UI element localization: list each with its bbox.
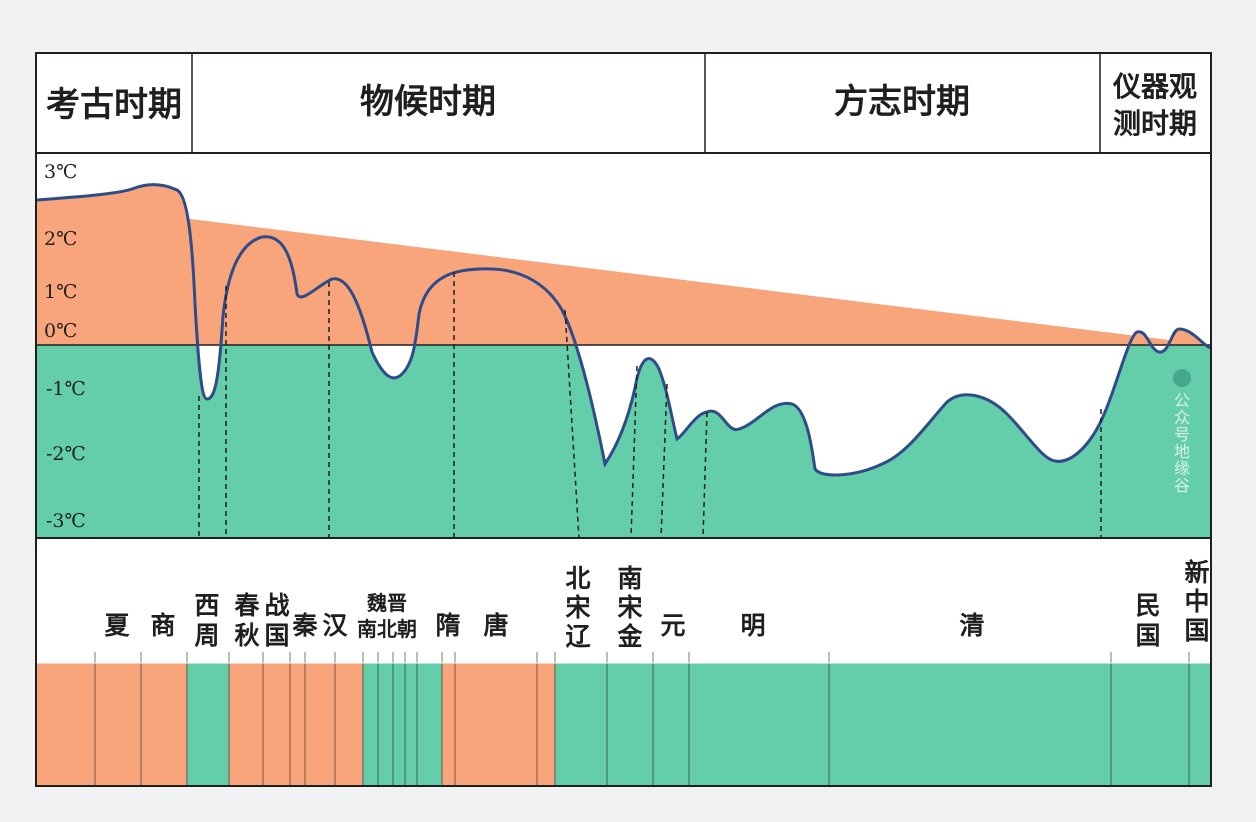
guide-line <box>564 309 580 539</box>
band-segment <box>555 663 1210 785</box>
temperature-chart: 3℃ 2℃ 1℃ 0℃ -1℃ -2℃ -3℃ 公众号地缘谷 <box>37 161 1210 539</box>
band-segment <box>229 663 363 785</box>
dynasty-label: 清 <box>959 611 984 640</box>
period-archaeological: 考古时期 <box>46 85 182 125</box>
dynasty-label: 隋 <box>435 611 460 640</box>
tick-label: -2℃ <box>46 443 86 465</box>
band-segment <box>442 663 555 785</box>
watermark-text: 公众号地缘谷 <box>1174 391 1190 495</box>
dynasty-label: 唐 <box>483 611 508 640</box>
dynasty-labels: 夏商西周春秋战国秦汉魏晋南北朝隋唐北宋辽南宋金元明清民国新中国 <box>104 558 1209 651</box>
dynasty-label: 新 <box>1184 558 1209 587</box>
tick-label: -1℃ <box>46 378 86 400</box>
dynasty-label: 辽 <box>565 622 591 651</box>
watermark: 公众号地缘谷 <box>1173 369 1191 495</box>
watermark-logo-icon <box>1173 369 1191 387</box>
period-phenological: 物候时期 <box>360 82 496 122</box>
dynasty-label: 宋 <box>617 593 642 622</box>
dynasty-label: 元 <box>660 611 685 640</box>
dynasty-label: 宋 <box>565 593 590 622</box>
dynasty-label: 战 <box>264 591 289 620</box>
dynasty-label: 汉 <box>322 611 348 640</box>
dynasty-label: 秋 <box>234 621 260 650</box>
dynasty-label: 国 <box>264 621 289 650</box>
dynasty-label: 南北朝 <box>357 617 417 641</box>
period-instrumental-line2: 测时期 <box>1113 107 1197 140</box>
dynasty-guide-lines <box>198 272 1102 539</box>
dynasty-label: 魏晋 <box>366 591 407 615</box>
dynasty-label: 秦 <box>291 611 318 640</box>
dynasty-label: 明 <box>740 611 765 640</box>
dynasty-label: 周 <box>194 621 219 650</box>
dynasty-label: 春 <box>234 591 259 620</box>
y-axis-ticks: 3℃ 2℃ 1℃ 0℃ -1℃ -2℃ -3℃ <box>44 161 86 532</box>
dynasty-color-band <box>37 652 1210 785</box>
temperature-curve <box>37 183 1210 477</box>
period-instrumental-line1: 仪器观 <box>1112 70 1197 103</box>
cold-anomaly-white <box>197 345 1210 475</box>
dynasty-label: 西 <box>194 591 219 620</box>
band-segment <box>187 663 229 785</box>
band-segment <box>37 663 187 785</box>
dynasty-label: 国 <box>1135 621 1160 650</box>
guide-line <box>702 411 708 539</box>
dynasty-label: 夏 <box>104 611 130 640</box>
warm-anomaly-area <box>37 184 1210 345</box>
dynasty-label: 中 <box>1184 587 1209 616</box>
period-local-chronicle: 方志时期 <box>834 82 970 122</box>
dynasty-label: 民 <box>1135 591 1160 620</box>
tick-label: 3℃ <box>44 161 77 183</box>
dynasty-label: 金 <box>616 622 643 651</box>
tick-label: -3℃ <box>46 510 86 532</box>
tick-label: 1℃ <box>44 281 77 303</box>
climate-diagram: 考古时期 物候时期 方志时期 仪器观 测时期 <box>35 52 1212 787</box>
band-segment <box>363 663 442 785</box>
dynasty-label: 商 <box>150 611 175 640</box>
dynasty-label: 南 <box>617 564 642 593</box>
diagram-canvas: 考古时期 物候时期 方志时期 仪器观 测时期 <box>37 54 1210 785</box>
dynasty-label: 北 <box>565 564 590 593</box>
guide-line <box>660 383 668 539</box>
tick-label: 2℃ <box>44 228 77 250</box>
guide-line <box>630 365 638 539</box>
period-header: 考古时期 物候时期 方志时期 仪器观 测时期 <box>37 54 1210 154</box>
tick-label: 0℃ <box>44 320 77 342</box>
dynasty-label: 国 <box>1184 616 1209 645</box>
